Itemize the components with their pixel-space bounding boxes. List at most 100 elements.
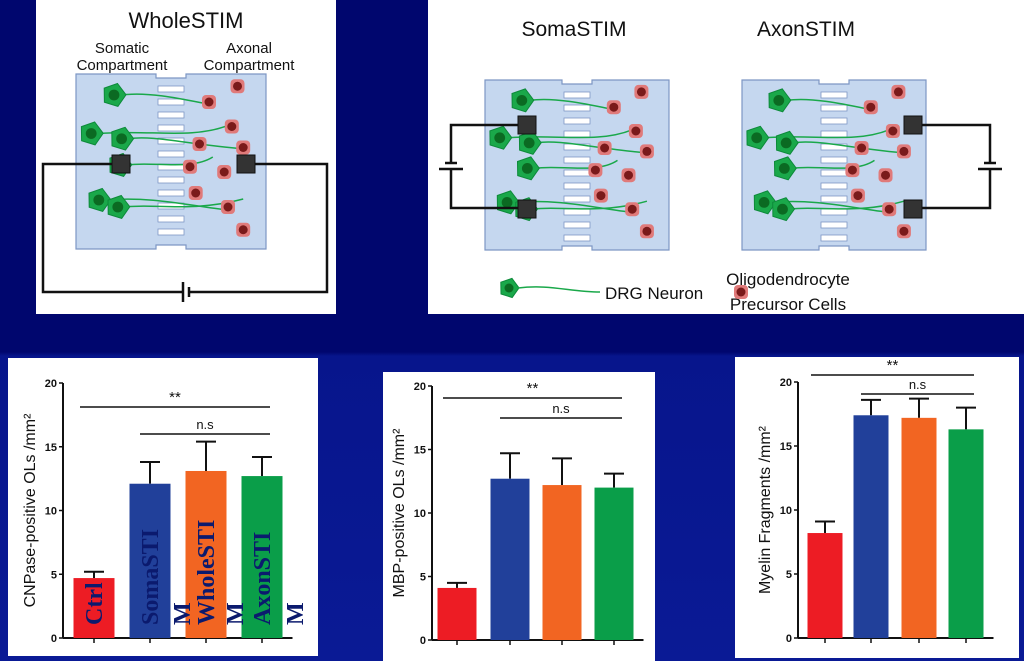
microchannel <box>820 104 848 112</box>
microchannel <box>157 150 185 158</box>
opc-nucleus-icon <box>609 102 619 112</box>
somatic-label: Somatic <box>95 40 150 57</box>
bar-axonstim <box>594 487 634 640</box>
somastim-title: SomaSTIM <box>521 18 626 41</box>
y-axis-label: MBP-positive OLs /mm² <box>391 428 408 598</box>
axonal-label: Axonal <box>226 40 272 57</box>
microchannel <box>563 117 591 125</box>
diagram-graphics <box>41 73 1002 302</box>
significance-label: n.s <box>196 417 214 432</box>
bar-somastim <box>129 483 171 638</box>
opc-nucleus-icon <box>600 143 610 153</box>
electrode-icon <box>517 199 537 219</box>
microchannel <box>563 221 591 229</box>
opc-nucleus-icon <box>899 146 909 156</box>
opc-nucleus-icon <box>238 225 248 235</box>
y-tick-label: 20 <box>45 378 57 390</box>
bar-wholestim <box>542 485 582 640</box>
microchannel <box>563 169 591 177</box>
significance-label: ** <box>527 380 539 397</box>
opc-nucleus-icon <box>223 202 233 212</box>
legend-opc-1: Oligodendrocyte <box>726 270 850 289</box>
opc-nucleus-icon <box>853 191 863 201</box>
microchannel <box>563 130 591 138</box>
opc-nucleus-icon <box>227 122 237 131</box>
opc-nucleus-icon <box>899 226 909 236</box>
opc-nucleus-icon <box>185 162 195 172</box>
opc-nucleus-icon <box>238 143 248 152</box>
opc-nucleus-icon <box>736 287 746 297</box>
electrode-icon <box>517 115 537 135</box>
y-tick-label: 5 <box>420 572 426 584</box>
axon-line <box>537 141 647 154</box>
neuron-nucleus-icon <box>780 137 792 149</box>
overlay-category-label: M <box>223 602 249 625</box>
opc-nucleus-icon <box>195 139 204 149</box>
microchannel <box>157 85 185 93</box>
neuron-nucleus-icon <box>523 137 535 149</box>
overlay-category-label: SomaSTI <box>138 529 164 625</box>
neuron-nucleus-icon <box>516 95 528 106</box>
electrode-icon <box>111 154 131 174</box>
overlay-category-label: M <box>283 602 309 625</box>
neuron-nucleus-icon <box>773 95 785 106</box>
opc-nucleus-icon <box>631 126 641 136</box>
microchannel <box>563 156 591 164</box>
y-tick-label: 15 <box>45 442 57 454</box>
microchannel <box>820 182 848 190</box>
bar-chart-3: 0 5 10 15 20 Myelin Fragments /mm² ** n.s <box>757 357 994 645</box>
microchannel <box>563 182 591 190</box>
legend-opc-2: Precursor Cells <box>730 295 846 314</box>
microchannel <box>157 228 185 236</box>
bar-ctrl <box>437 587 477 640</box>
neuron-nucleus-icon <box>108 89 120 101</box>
opc-nucleus-icon <box>233 81 242 91</box>
neuron-nucleus-icon <box>777 203 788 215</box>
axon-line <box>535 159 618 170</box>
circuit-wire <box>913 123 992 210</box>
charts: 0 5 10 15 20 CNPase-positive OLs /mm² ** n.s 0 5 1… <box>22 357 994 647</box>
neuron-nucleus-icon <box>504 283 514 293</box>
y-axis-label: CNPase-positive OLs /mm² <box>22 413 39 607</box>
overlay-category-label: M <box>170 602 196 625</box>
axon-line <box>792 159 875 170</box>
y-tick-label: 15 <box>780 441 792 453</box>
y-tick-label: 15 <box>414 445 426 457</box>
opc-nucleus-icon <box>624 170 634 180</box>
overlay-category-label: AxonSTI <box>250 532 276 625</box>
bar-ctrl <box>807 533 843 638</box>
opc-nucleus-icon <box>888 126 898 136</box>
bar-axonstim <box>241 476 283 638</box>
y-tick-label: 10 <box>780 505 792 517</box>
microchannel <box>157 124 185 132</box>
microchannel <box>563 195 591 203</box>
neuron-nucleus-icon <box>501 197 513 208</box>
legend-axon-line <box>517 286 601 293</box>
microchannel <box>820 169 848 177</box>
chamber <box>484 79 670 251</box>
opc-nucleus-icon <box>219 167 229 177</box>
microchannel <box>563 104 591 112</box>
y-tick-label: 5 <box>786 569 792 581</box>
bar-somastim <box>853 415 889 638</box>
opc-nucleus-icon <box>881 170 891 180</box>
chamber <box>75 73 267 250</box>
microchannel <box>157 111 185 119</box>
microchannel <box>820 234 848 242</box>
opc-nucleus-icon <box>627 204 637 214</box>
microchannel <box>820 156 848 164</box>
y-tick-label: 10 <box>414 508 426 520</box>
electrode-icon <box>903 199 923 219</box>
circuit-wire <box>41 162 329 294</box>
microchannel <box>563 234 591 242</box>
electrode-icon <box>236 154 256 174</box>
legend-drg-neuron: DRG Neuron <box>605 284 703 303</box>
opc-nucleus-icon <box>204 97 214 107</box>
y-tick-label: 0 <box>51 633 57 645</box>
y-tick-label: 0 <box>786 633 792 645</box>
chamber <box>741 79 927 251</box>
neuron-nucleus-icon <box>758 197 770 208</box>
overlay-category-label: WholeSTI <box>194 520 220 625</box>
opc-nucleus-icon <box>636 87 646 97</box>
